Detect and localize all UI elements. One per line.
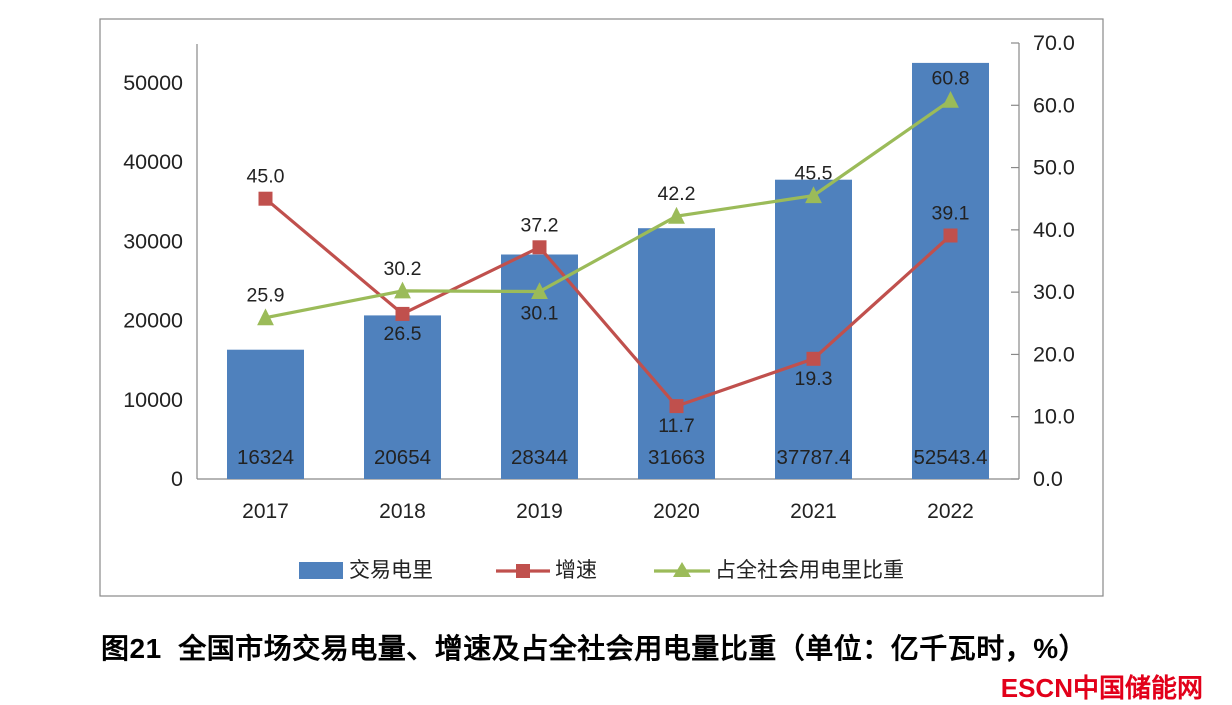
svg-text:30000: 30000 (123, 229, 183, 253)
svg-text:52543.4: 52543.4 (913, 446, 987, 469)
svg-text:60.8: 60.8 (932, 67, 970, 89)
svg-text:19.3: 19.3 (795, 368, 833, 390)
svg-text:40000: 40000 (123, 150, 183, 174)
svg-text:20000: 20000 (123, 309, 183, 333)
svg-text:25.9: 25.9 (247, 285, 285, 307)
svg-text:42.2: 42.2 (658, 183, 696, 205)
svg-text:占全社会用电里比重: 占全社会用电里比重 (715, 559, 904, 582)
svg-text:2020: 2020 (653, 500, 700, 523)
svg-text:40.0: 40.0 (1033, 218, 1075, 242)
svg-text:28344: 28344 (511, 446, 568, 469)
svg-text:10000: 10000 (123, 388, 183, 412)
svg-text:2022: 2022 (927, 500, 974, 523)
svg-text:2021: 2021 (790, 500, 837, 523)
svg-text:26.5: 26.5 (384, 323, 422, 345)
svg-text:39.1: 39.1 (932, 203, 970, 225)
svg-text:20654: 20654 (374, 446, 431, 469)
svg-text:50000: 50000 (123, 71, 183, 95)
svg-text:70.0: 70.0 (1033, 31, 1075, 55)
svg-text:50.0: 50.0 (1033, 156, 1075, 180)
svg-text:增速: 增速 (555, 559, 597, 582)
svg-text:0: 0 (171, 467, 183, 491)
svg-text:37.2: 37.2 (521, 214, 559, 236)
svg-text:2018: 2018 (379, 500, 426, 523)
svg-text:2019: 2019 (516, 500, 563, 523)
svg-text:11.7: 11.7 (658, 415, 695, 437)
svg-text:30.0: 30.0 (1033, 280, 1075, 304)
svg-text:60.0: 60.0 (1033, 93, 1075, 117)
svg-text:30.1: 30.1 (521, 303, 559, 325)
svg-text:交易电里: 交易电里 (349, 559, 433, 582)
svg-text:0.0: 0.0 (1033, 467, 1063, 491)
svg-text:2017: 2017 (242, 500, 289, 523)
svg-text:45.5: 45.5 (795, 163, 833, 185)
svg-text:10.0: 10.0 (1033, 405, 1075, 429)
svg-text:16324: 16324 (237, 446, 294, 469)
svg-text:20.0: 20.0 (1033, 342, 1075, 366)
svg-text:37787.4: 37787.4 (776, 446, 850, 469)
svg-text:31663: 31663 (648, 446, 705, 469)
svg-text:30.2: 30.2 (384, 258, 422, 280)
svg-text:45.0: 45.0 (247, 166, 285, 188)
